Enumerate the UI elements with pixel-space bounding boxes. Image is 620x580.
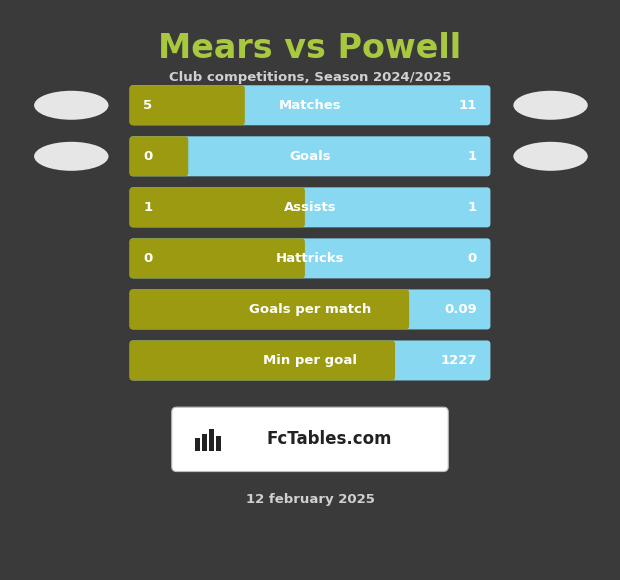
FancyBboxPatch shape [130,340,395,380]
Text: Goals per match: Goals per match [249,303,371,316]
Text: Min per goal: Min per goal [263,354,357,367]
Text: FcTables.com: FcTables.com [267,430,392,448]
Text: 0: 0 [143,252,153,265]
Text: 0: 0 [143,150,153,163]
FancyBboxPatch shape [130,136,490,176]
FancyBboxPatch shape [130,85,245,125]
Ellipse shape [34,142,108,171]
Ellipse shape [513,142,588,171]
Text: Assists: Assists [284,201,336,214]
Text: 1: 1 [467,201,477,214]
Text: Goals: Goals [289,150,331,163]
Ellipse shape [513,90,588,120]
Text: 12 february 2025: 12 february 2025 [246,494,374,506]
FancyBboxPatch shape [130,289,490,329]
Text: 0: 0 [467,252,477,265]
Text: Mears vs Powell: Mears vs Powell [159,32,461,65]
Bar [195,438,200,451]
Bar [209,429,214,451]
Text: Matches: Matches [278,99,342,112]
FancyBboxPatch shape [130,85,490,125]
Bar [202,434,207,451]
Text: 1: 1 [143,201,153,214]
FancyBboxPatch shape [130,238,305,278]
Text: Hattricks: Hattricks [276,252,344,265]
Text: 1227: 1227 [440,354,477,367]
Text: 1: 1 [467,150,477,163]
FancyBboxPatch shape [172,407,448,472]
Text: Club competitions, Season 2024/2025: Club competitions, Season 2024/2025 [169,71,451,84]
FancyBboxPatch shape [130,187,490,227]
FancyBboxPatch shape [130,238,490,278]
FancyBboxPatch shape [130,340,490,380]
Text: 0.09: 0.09 [444,303,477,316]
FancyBboxPatch shape [130,136,188,176]
Ellipse shape [34,90,108,120]
FancyBboxPatch shape [130,187,305,227]
Bar [216,436,221,451]
Text: 5: 5 [143,99,153,112]
FancyBboxPatch shape [130,289,409,329]
Text: 11: 11 [459,99,477,112]
